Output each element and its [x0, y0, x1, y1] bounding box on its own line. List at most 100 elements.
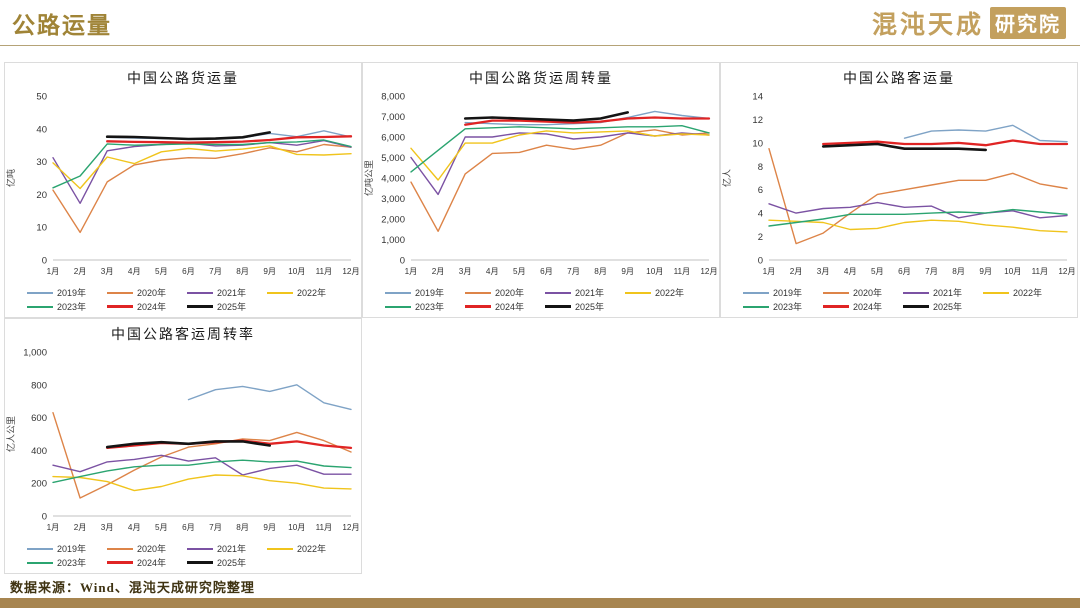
legend-label: 2020年: [495, 288, 525, 298]
legend-item: 2025年: [545, 300, 625, 313]
legend-label: 2021年: [575, 288, 605, 298]
svg-text:2月: 2月: [432, 267, 445, 276]
legend-swatch: [625, 291, 651, 294]
legend-label: 2025年: [575, 302, 605, 312]
chart-title: 中国公路货运周转量: [469, 72, 613, 87]
svg-text:5,000: 5,000: [381, 153, 405, 164]
svg-text:8: 8: [758, 162, 763, 173]
legend-swatch: [27, 561, 53, 564]
data-source-note: 数据来源：Wind、混沌天成研究院整理: [10, 580, 255, 595]
svg-text:12月: 12月: [700, 267, 717, 276]
svg-text:11月: 11月: [674, 267, 691, 276]
legend-item: 2021年: [903, 286, 983, 299]
svg-text:10月: 10月: [288, 523, 305, 532]
legend-label: 2023年: [57, 302, 87, 312]
legend-swatch: [743, 291, 769, 294]
svg-text:亿人: 亿人: [721, 169, 732, 187]
legend-swatch: [823, 291, 849, 294]
legend-item: 2024年: [107, 300, 187, 313]
legend-item: 2019年: [743, 286, 823, 299]
legend-item: 2020年: [107, 286, 187, 299]
svg-text:6,000: 6,000: [381, 133, 405, 144]
page-title: 公路运量: [12, 12, 112, 38]
legend-label: 2022年: [1013, 288, 1043, 298]
svg-text:1月: 1月: [47, 267, 60, 276]
legend-item: 2023年: [385, 300, 465, 313]
legend-label: 2023年: [773, 302, 803, 312]
svg-text:5月: 5月: [155, 267, 168, 276]
svg-text:6: 6: [758, 185, 763, 196]
legend-label: 2020年: [137, 288, 167, 298]
svg-text:10: 10: [36, 223, 47, 234]
legend-item: 2024年: [465, 300, 545, 313]
legend-swatch: [267, 291, 293, 294]
svg-text:1月: 1月: [405, 267, 418, 276]
legend-label: 2025年: [217, 302, 247, 312]
svg-text:2: 2: [758, 232, 763, 243]
svg-text:6月: 6月: [182, 523, 195, 532]
svg-text:2月: 2月: [74, 523, 87, 532]
legend-swatch: [187, 547, 213, 550]
legend-label: 2025年: [217, 558, 247, 568]
line-chart-passenger-volume: 0 2 4 6 8 10 12 14 亿人 1月 2月 3月 4月 5月 6月 7月 8月 9月 10月 11月 12月: [721, 92, 1076, 277]
legend-label: 2021年: [217, 288, 247, 298]
legend-item: 2022年: [625, 286, 705, 299]
svg-text:50: 50: [36, 92, 47, 103]
legend-swatch: [27, 305, 53, 308]
chart-title: 中国公路客运周转率: [111, 328, 255, 343]
svg-text:10月: 10月: [646, 267, 663, 276]
svg-text:2月: 2月: [790, 267, 803, 276]
svg-text:10月: 10月: [288, 267, 305, 276]
svg-text:6月: 6月: [898, 267, 911, 276]
line-chart-freight-turnover: 0 1,000 2,000 3,000 4,000 5,000 6,000 7,000 8,00…: [363, 92, 718, 277]
legend-item: 2019年: [27, 286, 107, 299]
svg-text:7月: 7月: [925, 267, 938, 276]
svg-text:9月: 9月: [621, 267, 634, 276]
svg-text:0: 0: [42, 512, 47, 523]
legend-swatch: [465, 291, 491, 294]
legend-swatch: [267, 547, 293, 550]
svg-text:8月: 8月: [236, 523, 249, 532]
legend-label: 2023年: [57, 558, 87, 568]
svg-text:6月: 6月: [182, 267, 195, 276]
header: 公路运量 混沌天成 研究院: [0, 0, 1080, 46]
chart-panel-passenger-turnover: 中国公路客运周转率 0 200 400 600 800 1,000 亿人公里 1月 2月 3月 4月…: [4, 318, 362, 574]
legend-label: 2024年: [137, 558, 167, 568]
legend-swatch: [107, 547, 133, 550]
legend-label: 2019年: [57, 544, 87, 554]
svg-text:5月: 5月: [513, 267, 526, 276]
legend-swatch: [187, 291, 213, 294]
svg-text:10: 10: [752, 138, 763, 149]
legend-label: 2025年: [933, 302, 963, 312]
svg-text:亿吨公里: 亿吨公里: [363, 160, 374, 196]
chart-title: 中国公路货运量: [127, 72, 239, 87]
svg-text:7月: 7月: [567, 267, 580, 276]
legend-label: 2022年: [655, 288, 685, 298]
legend-swatch: [903, 304, 929, 309]
legend-item: 2022年: [267, 542, 347, 555]
legend-label: 2021年: [217, 544, 247, 554]
legend-item: 2019年: [27, 542, 107, 555]
svg-text:11月: 11月: [316, 267, 333, 276]
chart-panel-passenger-volume: 中国公路客运量 0 2 4 6 8 10 12 14 亿人 1月 2月 3月 4月 5月 6月 7月 8月 9月 1…: [720, 62, 1078, 318]
svg-text:400: 400: [31, 446, 47, 457]
legend-item: 2022年: [983, 286, 1063, 299]
legend-label: 2024年: [495, 302, 525, 312]
line-chart-passenger-turnover: 0 200 400 600 800 1,000 亿人公里 1月 2月 3月 4月 5月 6月 7月 8月 9月…: [5, 348, 360, 533]
svg-text:12月: 12月: [1058, 267, 1075, 276]
svg-text:14: 14: [752, 92, 763, 103]
svg-text:4,000: 4,000: [381, 174, 405, 185]
svg-text:7月: 7月: [209, 267, 222, 276]
svg-text:8,000: 8,000: [381, 92, 405, 103]
svg-text:11月: 11月: [1032, 267, 1049, 276]
legend-swatch: [27, 291, 53, 294]
svg-text:200: 200: [31, 479, 47, 490]
svg-text:4: 4: [758, 209, 763, 220]
svg-text:9月: 9月: [263, 523, 276, 532]
svg-text:9月: 9月: [263, 267, 276, 276]
charts-grid: 中国公路货运量 0 10 20 30 40 50 亿吨 1月 2月 3月 4月 5月 6月 7月 8月 9月 1…: [4, 62, 1078, 574]
brand-logo: 混沌天成 研究院: [872, 5, 1066, 41]
legend-item: 2024年: [823, 300, 903, 313]
legend-swatch: [545, 304, 571, 309]
